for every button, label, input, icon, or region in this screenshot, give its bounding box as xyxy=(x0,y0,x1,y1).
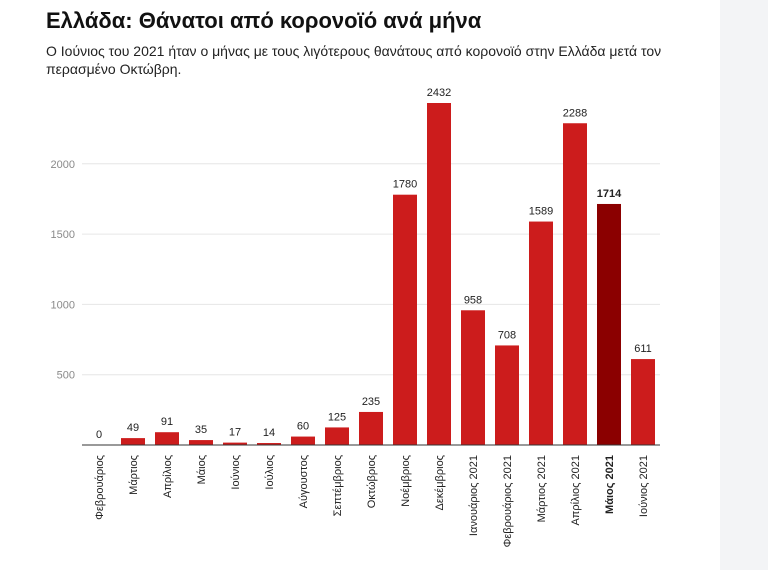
value-label: 35 xyxy=(195,424,207,436)
value-label: 2432 xyxy=(427,87,451,99)
y-tick-label: 500 xyxy=(57,370,75,382)
value-label: 91 xyxy=(161,416,173,428)
bar-15 xyxy=(563,123,587,445)
y-tick-label: 2000 xyxy=(51,159,75,171)
category-label: Απρίλιος 2021 xyxy=(570,455,582,526)
bar-14 xyxy=(529,221,553,445)
bar-17 xyxy=(631,359,655,445)
bar-6 xyxy=(257,443,281,445)
category-label: Οκτώβριος xyxy=(366,455,378,508)
chart-subtitle: Ο Ιούνιος του 2021 ήταν ο μήνας με τους … xyxy=(46,43,662,77)
category-label: Μάιος 2021 xyxy=(604,455,616,514)
chart-title: Ελλάδα: Θάνατοι από κορονοϊό ανά μήνα xyxy=(46,8,482,33)
value-label: 17 xyxy=(229,427,241,439)
value-label: 958 xyxy=(464,294,482,306)
bar-10 xyxy=(393,194,417,445)
category-label: Μάιος xyxy=(196,455,208,484)
value-label: 708 xyxy=(498,329,516,341)
y-tick-label: 1000 xyxy=(51,299,75,311)
category-label: Ιούνιος xyxy=(230,455,242,490)
value-label: 1589 xyxy=(529,206,553,218)
value-label: 14 xyxy=(263,427,275,439)
bar-2 xyxy=(121,438,145,445)
category-label: Ιανουάριος 2021 xyxy=(468,455,480,536)
bar-13 xyxy=(495,345,519,445)
category-label: Φεβρουάριος xyxy=(94,455,106,520)
value-label: 49 xyxy=(127,422,139,434)
bar-4 xyxy=(189,440,213,445)
category-label: Αύγουστος xyxy=(298,455,310,508)
value-label: 1714 xyxy=(597,188,622,200)
value-label: 611 xyxy=(634,343,652,355)
category-label: Φεβρουάριος 2021 xyxy=(502,455,514,547)
bar-11 xyxy=(427,103,451,445)
bar-12 xyxy=(461,310,485,445)
category-label: Ιούνιος 2021 xyxy=(638,455,650,517)
value-label: 2288 xyxy=(563,107,587,119)
bar-chart: 500 1000 1500 2000 0 Φεβρουάριος 49 Μάρτιος 91 Απ… xyxy=(51,87,660,547)
value-label: 235 xyxy=(362,396,380,408)
bar-9 xyxy=(359,411,383,445)
bar-5 xyxy=(223,442,247,445)
side-panel xyxy=(720,0,768,570)
category-label: Μάρτιος 2021 xyxy=(536,455,548,522)
bar-7 xyxy=(291,436,315,445)
y-tick-label: 1500 xyxy=(51,229,75,241)
value-label: 125 xyxy=(328,411,346,423)
bar-3 xyxy=(155,432,179,445)
value-label: 1780 xyxy=(393,179,417,191)
bar-16 xyxy=(597,203,621,445)
value-label: 60 xyxy=(297,421,309,433)
category-label: Απρίλιος xyxy=(162,455,174,498)
bar-8 xyxy=(325,427,349,445)
category-label: Δεκέμβριος xyxy=(434,455,446,510)
value-label: 0 xyxy=(96,429,102,441)
category-label: Ιούλιος xyxy=(264,455,276,490)
category-label: Νοέμβριος xyxy=(400,455,412,507)
chart-area: Ελλάδα: Θάνατοι από κορονοϊό ανά μήνα Ο … xyxy=(46,8,662,548)
category-label: Μάρτιος xyxy=(128,455,140,495)
category-label: Σεπτέμβριος xyxy=(332,455,344,516)
